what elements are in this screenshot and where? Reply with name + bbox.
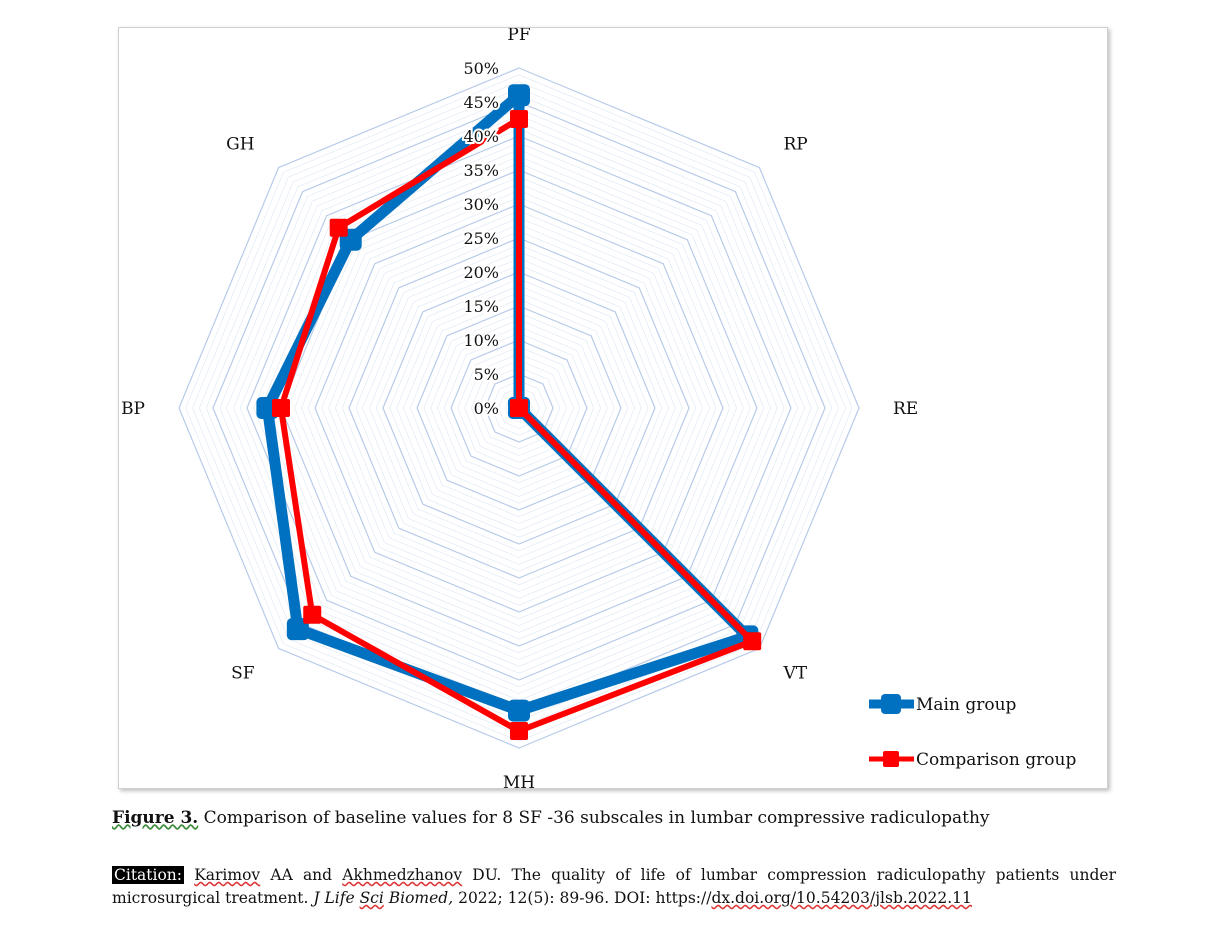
tick-label: 5% bbox=[474, 365, 499, 384]
citation-text-3: 2022; 12(5): 89-96. DOI: https:// bbox=[453, 889, 712, 907]
tick-label: 15% bbox=[463, 297, 499, 316]
series-1-point-sf bbox=[303, 605, 322, 624]
legend-label-0: Main group bbox=[916, 695, 1017, 715]
grid-ring bbox=[484, 373, 554, 443]
citation-doi: dx.doi.org/10.54203/jlsb.2022.11 bbox=[711, 889, 972, 907]
grid-ring bbox=[233, 122, 805, 694]
grid-ring bbox=[498, 387, 540, 429]
grid-ring bbox=[382, 271, 656, 545]
citation-journal-c: Biomed, bbox=[383, 889, 454, 907]
figure-caption: Figure 3. Comparison of baseline values … bbox=[112, 808, 990, 828]
citation-text-2: DU. The quality of life of lumbar compre… bbox=[112, 866, 1116, 907]
grid-ring bbox=[239, 128, 799, 688]
citation-journal-a: J Life bbox=[313, 889, 360, 907]
grid-ring bbox=[389, 278, 649, 538]
series-0-point-sf bbox=[286, 618, 309, 641]
grid-ring bbox=[430, 319, 608, 497]
grid-ring bbox=[294, 183, 744, 633]
caption-text: Comparison of baseline values for 8 SF -… bbox=[198, 808, 990, 828]
axis-label-sf: SF bbox=[231, 663, 255, 683]
grid-ring bbox=[457, 346, 581, 470]
tick-label: 0% bbox=[474, 399, 499, 418]
grid-ring bbox=[328, 217, 710, 599]
grid-ring bbox=[341, 230, 697, 586]
grid-ring bbox=[416, 305, 622, 511]
grid-ring bbox=[443, 332, 595, 484]
tick-label: 40% bbox=[463, 127, 499, 146]
grid-ring bbox=[301, 190, 737, 626]
series-1-point-gh bbox=[329, 218, 348, 237]
axis-label-vt: VT bbox=[782, 663, 807, 683]
grid-ring bbox=[307, 196, 731, 620]
tick-label: 30% bbox=[463, 195, 499, 214]
axis-label-mh: MH bbox=[503, 773, 535, 788]
grid-ring bbox=[471, 360, 567, 456]
axis-label-pf: PF bbox=[507, 28, 530, 45]
series-0-point-pf bbox=[508, 84, 530, 107]
grid-ring bbox=[246, 135, 792, 681]
series-0-point-mh bbox=[508, 699, 530, 722]
tick-label: 50% bbox=[463, 59, 499, 78]
grid-ring bbox=[355, 244, 683, 572]
axis-label-re: RE bbox=[893, 399, 918, 419]
axis-label-gh: GH bbox=[226, 135, 254, 155]
series-1-point-re bbox=[510, 399, 528, 417]
legend-marker-1 bbox=[883, 751, 899, 767]
grid-ring bbox=[185, 74, 853, 742]
tick-label: 25% bbox=[463, 229, 499, 248]
grid-ring bbox=[464, 353, 574, 463]
citation-text-1: AA and bbox=[260, 866, 343, 884]
series-1-point-mh bbox=[510, 722, 528, 740]
citation-author-2: Akhmedzhanov bbox=[342, 866, 463, 884]
axis-label-rp: RP bbox=[783, 135, 807, 155]
figure-label: Figure 3. bbox=[112, 808, 199, 828]
radar-chart: PF RP RE VT MH SF BP GH 0% 5% 10% 15% 20% 25% 30% 35% 40… bbox=[121, 28, 1076, 788]
grid-ring bbox=[369, 258, 669, 558]
grid-ring bbox=[375, 264, 663, 552]
citation-tag: Citation: bbox=[112, 866, 185, 884]
grid-ring bbox=[178, 67, 860, 749]
tick-label: 45% bbox=[463, 93, 499, 112]
grid-ring bbox=[396, 285, 642, 531]
tick-label: 35% bbox=[463, 161, 499, 180]
grid-ring bbox=[450, 339, 588, 477]
citation-author-1: Karimov bbox=[194, 866, 261, 884]
grid-ring bbox=[321, 210, 717, 606]
chart-frame: PF RP RE VT MH SF BP GH 0% 5% 10% 15% 20% 25% 30% 35% 40… bbox=[118, 27, 1108, 789]
tick-label: 10% bbox=[463, 331, 499, 350]
grid-ring bbox=[423, 312, 615, 504]
grid-ring bbox=[437, 326, 601, 490]
legend-marker-0 bbox=[881, 694, 901, 714]
grid-ring bbox=[287, 176, 751, 640]
series-1-point-pf bbox=[510, 110, 528, 128]
citation: Citation: Karimov AA and Akhmedzhanov DU… bbox=[112, 864, 1116, 910]
citation-journal-b: Sci bbox=[359, 889, 384, 907]
axis-label-bp: BP bbox=[121, 399, 145, 419]
grid-ring bbox=[253, 142, 785, 674]
grid-ring bbox=[362, 251, 676, 565]
legend-label-1: Comparison group bbox=[916, 750, 1076, 770]
grid-ring bbox=[335, 224, 703, 592]
series-1-point-vt bbox=[743, 632, 762, 651]
series-1-point-bp bbox=[272, 399, 290, 417]
tick-label: 20% bbox=[463, 263, 499, 282]
grid-ring bbox=[348, 237, 690, 579]
grid-ring bbox=[491, 380, 547, 436]
grid-ring bbox=[477, 366, 561, 450]
grid-ring bbox=[314, 203, 724, 613]
series-line-1 bbox=[278, 116, 756, 734]
grid-ring bbox=[403, 292, 635, 524]
grid-ring bbox=[409, 298, 629, 518]
grid-ring bbox=[260, 149, 778, 667]
